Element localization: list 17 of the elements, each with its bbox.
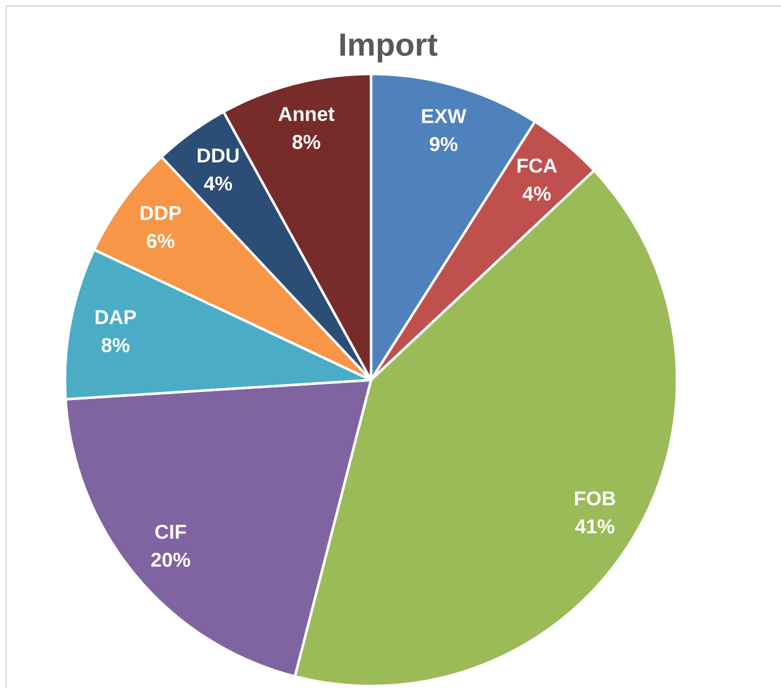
slice-label: FCA [518, 158, 557, 173]
data-label: 4% [204, 176, 232, 191]
data-label: 41% [575, 519, 614, 534]
data-label: 9% [430, 137, 458, 152]
slice-label: DDU [198, 148, 239, 163]
slice-label: EXW [422, 109, 466, 124]
slice-label: DAP [96, 310, 136, 324]
data-label: 20% [151, 552, 190, 567]
data-label: 8% [292, 134, 320, 150]
data-label: 8% [102, 338, 130, 352]
slice-label: CIF [155, 524, 186, 539]
slice-label: FOB [575, 491, 616, 506]
data-label: 4% [522, 186, 551, 201]
slice-label: DDP [140, 206, 181, 220]
chart-title: Import [340, 34, 438, 62]
slice-label: Annet [278, 107, 334, 122]
data-label: 6% [146, 234, 174, 248]
